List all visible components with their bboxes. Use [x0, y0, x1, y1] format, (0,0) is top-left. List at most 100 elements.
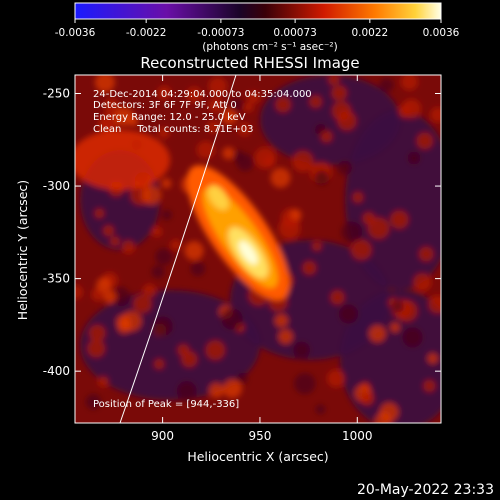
ripple-blob: [208, 76, 228, 96]
ripple-blob: [157, 126, 170, 139]
y-tick-label: -350: [43, 272, 70, 286]
ripple-blob: [320, 130, 333, 143]
ripple-blob: [327, 369, 345, 388]
ripple-blob: [352, 191, 364, 203]
ripple-blob: [311, 240, 322, 251]
ripple-blob: [270, 167, 291, 188]
ripple-blob: [236, 153, 254, 172]
ripple-blob: [368, 324, 387, 343]
ripple-blob: [116, 314, 131, 329]
ripple-blob: [111, 286, 131, 307]
ripple-blob: [309, 95, 323, 109]
plot-frame: [74, 74, 442, 424]
ripple-blob: [292, 150, 314, 173]
ripple-blob: [153, 358, 165, 370]
annotation-peak-position: Position of Peak = [944,-336]: [93, 399, 239, 410]
ripple-blob: [94, 75, 115, 93]
ripple-blob: [176, 380, 197, 401]
ripple-blob: [401, 98, 422, 119]
colorbar-tick-label: -0.0022: [126, 27, 167, 39]
ripple-blob: [293, 341, 311, 359]
ripple-blob: [315, 404, 326, 415]
ripple-blob: [236, 372, 248, 385]
y-tick-label: -300: [43, 179, 70, 193]
ripple-blob: [208, 382, 224, 398]
ripple-blob: [331, 101, 352, 121]
ripple-blob: [97, 376, 109, 388]
ripple-blob: [190, 261, 206, 276]
ripple-blob: [390, 210, 409, 229]
ripple-blob: [184, 241, 204, 261]
colorbar-ticks: -0.0036 -0.0022 -0.00073 0.00073 0.0022 0.003…: [55, 19, 460, 39]
ripple-blob: [328, 75, 340, 86]
ripple-blob: [264, 155, 275, 167]
annotation-detectors: Detectors: 3F 6F 7F 9F, Att 0: [93, 100, 237, 111]
ripple-blob: [418, 246, 434, 262]
colorbar-tick-label: -0.00073: [197, 27, 244, 39]
upper-left-emission: [75, 130, 170, 190]
ripple-blob: [430, 107, 441, 123]
ripple-blob: [222, 379, 243, 399]
ripple-blob: [152, 316, 173, 337]
ripple-blob: [275, 96, 291, 113]
ripple-blob: [243, 102, 254, 113]
ripple-blob: [379, 78, 394, 93]
ripple-blob: [132, 294, 152, 314]
ripple-blob: [87, 339, 106, 358]
ripple-blob: [360, 392, 375, 406]
ripple-blob: [330, 290, 345, 305]
ripple-blob: [161, 209, 172, 221]
render-timestamp: 20-May-2022 23:33: [357, 482, 494, 498]
x-axis-label: Heliocentric X (arcsec): [187, 449, 328, 464]
ripple-blob: [121, 240, 135, 254]
ripple-blob: [161, 178, 172, 189]
ripple-blob: [99, 112, 119, 132]
solar-limb: [119, 75, 237, 423]
ripple-blob: [294, 372, 316, 395]
ripple-blob: [170, 239, 182, 251]
ripple-blob: [407, 151, 421, 165]
ripple-blob: [221, 108, 238, 125]
ripple-blob: [94, 208, 105, 219]
secondary-source: [207, 185, 229, 211]
ripple-blob: [141, 185, 162, 206]
ripple-blob: [206, 120, 220, 134]
annotation-clean: Clean Total counts: 8.71E+03: [93, 124, 253, 135]
ripple-blob: [416, 132, 434, 150]
ripple-blob: [392, 300, 404, 313]
x-tick-label: 1000: [342, 429, 373, 443]
ripple-blob: [389, 322, 401, 333]
ripple-blob: [222, 147, 235, 160]
ripple-blob: [85, 394, 101, 410]
chart-title: Reconstructed RHESSI Image: [140, 54, 359, 72]
ripple-blob: [341, 221, 363, 243]
colorbar-tick-label: -0.0036: [55, 27, 96, 39]
ripple-blob: [230, 98, 243, 112]
image-texture: [75, 75, 441, 423]
ripple-blob: [337, 160, 352, 175]
ripple-blob: [128, 116, 139, 127]
x-axis-ticks: 900 950 1000: [151, 75, 373, 443]
source-peak: [238, 240, 258, 265]
ripple-blob: [109, 236, 120, 247]
ripple-blob: [155, 248, 173, 266]
ripple-blob: [103, 290, 117, 304]
ripple-blob: [402, 327, 423, 348]
colorbar: -0.0036 -0.0022 -0.00073 0.00073 0.0022 0.003…: [55, 2, 460, 53]
ripple-blob: [314, 170, 330, 186]
ripple-blob: [96, 277, 112, 293]
ripple-blob: [205, 340, 226, 360]
ripple-blob: [208, 98, 223, 113]
colorbar-tick-label: 0.0022: [351, 27, 388, 39]
ripple-blob: [237, 122, 252, 137]
colorbar-units: (photons cm⁻² s⁻¹ asec⁻²): [202, 41, 337, 53]
annotation-energy: Energy Range: 12.0 - 25.0 keV: [93, 112, 246, 123]
ripple-blob: [181, 351, 198, 368]
ripple-blob: [278, 329, 294, 345]
x-tick-label: 900: [151, 429, 174, 443]
ripple-blob: [400, 75, 419, 91]
ripple-blob: [142, 283, 157, 298]
ripple-blob: [338, 304, 359, 324]
ripple-blob: [428, 295, 441, 314]
x-tick-label: 950: [248, 429, 271, 443]
